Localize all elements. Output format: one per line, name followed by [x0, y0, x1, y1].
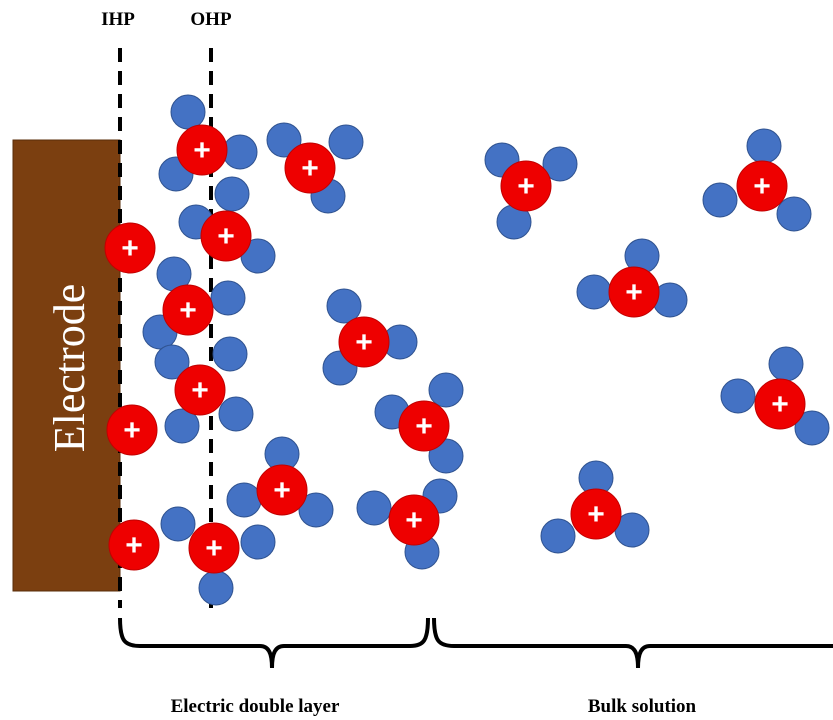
- water-molecule: [576, 274, 612, 310]
- hydrated-cation: +: [178, 176, 276, 274]
- cation-charge-label: +: [273, 474, 291, 507]
- hydrated-cation: +: [266, 122, 364, 214]
- cation: [256, 464, 308, 516]
- water-molecule: [240, 524, 276, 560]
- cation: [106, 404, 158, 456]
- water-molecule: [222, 134, 258, 170]
- cation: [570, 488, 622, 540]
- water-molecule: [768, 346, 804, 382]
- hydrated-cation: +: [158, 94, 258, 192]
- solvated-ions: + + + + + + + + + + + + + + + + + +: [104, 94, 830, 606]
- adsorbed-cation: +: [108, 519, 160, 571]
- cation-charge-label: +: [405, 504, 423, 537]
- cation-charge-label: +: [191, 374, 209, 407]
- cation-charge-label: +: [123, 414, 141, 447]
- hydrated-cation: +: [154, 336, 254, 444]
- adsorbed-cation: +: [106, 404, 158, 456]
- cation-charge-label: +: [355, 326, 373, 359]
- water-molecule: [326, 288, 362, 324]
- water-molecule: [540, 518, 576, 554]
- cation-charge-label: +: [753, 170, 771, 203]
- cation: [176, 124, 228, 176]
- hydrated-cation: +: [226, 436, 334, 528]
- cation: [500, 160, 552, 212]
- hydrated-cation: +: [484, 142, 578, 240]
- cation: [388, 494, 440, 546]
- cation: [108, 519, 160, 571]
- hydrated-cation: +: [702, 128, 812, 232]
- water-molecule: [210, 280, 246, 316]
- cation-charge-label: +: [771, 388, 789, 421]
- adsorbed-cation: +: [104, 222, 156, 274]
- cation-charge-label: +: [415, 410, 433, 443]
- hydrated-cation: +: [142, 256, 246, 350]
- water-molecule: [160, 506, 196, 542]
- cation: [608, 266, 660, 318]
- electrode-block: [12, 139, 121, 592]
- water-molecule: [214, 176, 250, 212]
- water-molecule: [328, 124, 364, 160]
- cation: [162, 284, 214, 336]
- double-layer-brace: [118, 617, 430, 669]
- cation-charge-label: +: [301, 152, 319, 185]
- hydrated-cation: +: [374, 372, 464, 474]
- cation-charge-label: +: [625, 276, 643, 309]
- hydrated-cation: +: [540, 460, 650, 554]
- hydrated-cation: +: [720, 346, 830, 446]
- cation-charge-label: +: [217, 220, 235, 253]
- hydrated-cation: +: [322, 288, 418, 386]
- cation-charge-label: +: [121, 232, 139, 265]
- water-molecule: [720, 378, 756, 414]
- cation: [754, 378, 806, 430]
- cation: [188, 522, 240, 574]
- cation-charge-label: +: [125, 529, 143, 562]
- cation: [104, 222, 156, 274]
- cation: [284, 142, 336, 194]
- water-molecule: [542, 146, 578, 182]
- cation: [736, 160, 788, 212]
- bulk-solution-brace: [432, 617, 833, 669]
- ihp-label: IHP: [101, 9, 135, 30]
- water-molecule: [266, 122, 302, 158]
- cation: [338, 316, 390, 368]
- cation-charge-label: +: [587, 498, 605, 531]
- water-molecule: [170, 94, 206, 130]
- water-molecule: [226, 482, 262, 518]
- water-molecule: [164, 408, 200, 444]
- cation-charge-label: +: [179, 294, 197, 327]
- water-molecule: [198, 570, 234, 606]
- water-molecule: [218, 396, 254, 432]
- hydrated-cation: +: [160, 506, 276, 606]
- cation-charge-label: +: [205, 532, 223, 565]
- water-molecule: [702, 182, 738, 218]
- water-molecule: [298, 492, 334, 528]
- bulk-solution-label: Bulk solution: [588, 696, 697, 717]
- water-molecule: [356, 490, 392, 526]
- ohp-label: OHP: [190, 9, 232, 30]
- cation-charge-label: +: [193, 134, 211, 167]
- water-molecule: [746, 128, 782, 164]
- hydrated-cation: +: [576, 238, 688, 318]
- cation: [174, 364, 226, 416]
- cation: [398, 400, 450, 452]
- electrode-label: Electrode: [45, 284, 94, 453]
- water-molecule: [212, 336, 248, 372]
- cation-charge-label: +: [517, 170, 535, 203]
- double-layer-label: Electric double layer: [171, 696, 340, 717]
- water-molecule: [428, 372, 464, 408]
- hydrated-cation: +: [356, 478, 458, 570]
- water-molecule: [154, 344, 190, 380]
- cation: [200, 210, 252, 262]
- water-molecule: [776, 196, 812, 232]
- water-molecule: [794, 410, 830, 446]
